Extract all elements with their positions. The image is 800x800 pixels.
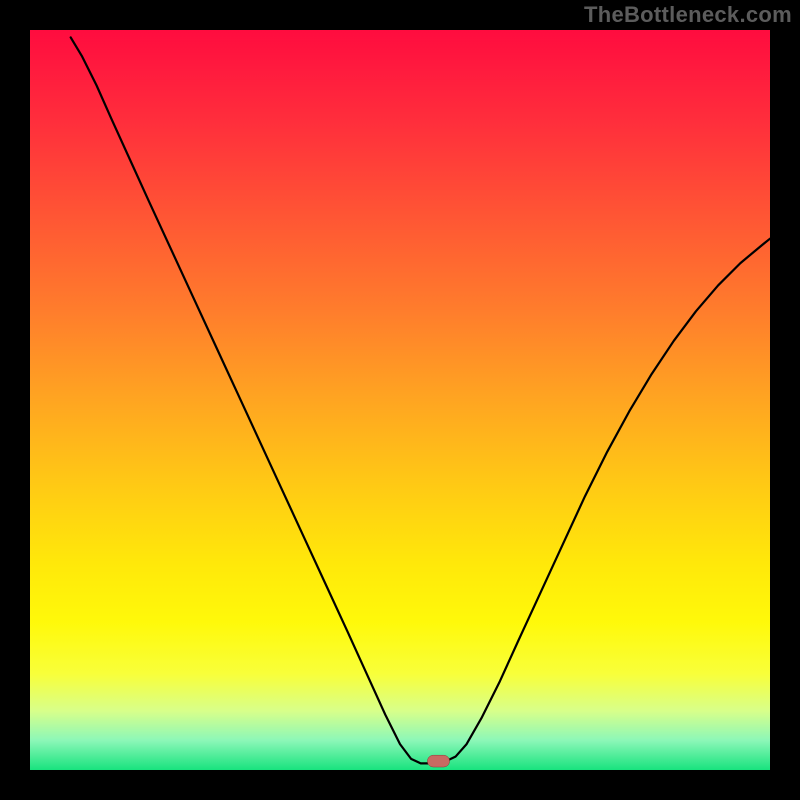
optimal-point-marker <box>427 755 449 767</box>
bottleneck-curve-chart <box>0 0 800 800</box>
chart-frame: TheBottleneck.com <box>0 0 800 800</box>
chart-gradient-background <box>30 30 770 770</box>
